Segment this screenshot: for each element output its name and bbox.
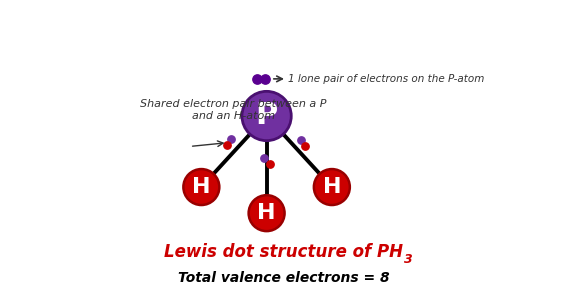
Point <box>301 143 310 148</box>
Text: H: H <box>192 177 211 197</box>
Circle shape <box>183 169 219 205</box>
Text: Shared electron pair between a P
and an H-atom: Shared electron pair between a P and an … <box>140 99 327 121</box>
Point <box>261 77 270 81</box>
Text: H: H <box>257 203 276 223</box>
Text: Total valence electrons = 8: Total valence electrons = 8 <box>178 271 390 285</box>
Text: 3: 3 <box>403 253 412 266</box>
Point <box>260 156 269 160</box>
Text: H: H <box>323 177 341 197</box>
Circle shape <box>242 91 291 141</box>
Text: 1 lone pair of electrons on the P-atom: 1 lone pair of electrons on the P-atom <box>289 74 485 84</box>
Text: Lewis dot structure of PH: Lewis dot structure of PH <box>165 243 403 261</box>
Text: P: P <box>256 102 278 130</box>
Point <box>253 77 262 81</box>
Point <box>222 143 231 147</box>
Point <box>265 162 274 166</box>
Point <box>227 136 236 141</box>
Circle shape <box>314 169 350 205</box>
Circle shape <box>249 195 285 231</box>
Point <box>296 137 306 142</box>
